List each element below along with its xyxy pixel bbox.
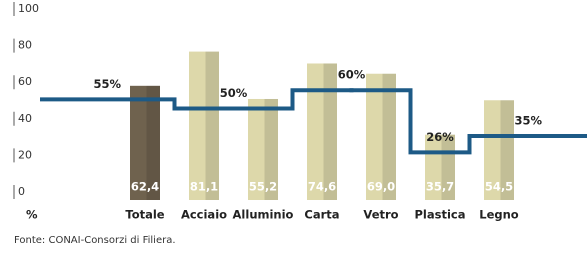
y-tick-label: 0: [18, 185, 25, 198]
bar: [307, 63, 337, 201]
value-label: 35,7: [426, 180, 454, 194]
value-label: 69,0: [367, 180, 395, 194]
bar: [425, 134, 455, 200]
y-tick-label: 100: [18, 2, 39, 15]
value-label: 81,1: [190, 180, 218, 194]
value-label: 55,2: [249, 180, 277, 194]
bar: [130, 85, 160, 200]
step-label: 60%: [338, 68, 366, 82]
x-tick-label: Carta: [304, 208, 339, 222]
bar: [189, 51, 219, 200]
bar: [484, 100, 514, 200]
bar: [366, 73, 396, 200]
x-tick-label: Vetro: [363, 208, 398, 222]
value-label: 54,5: [485, 180, 513, 194]
bar: [248, 98, 278, 200]
step-label: 35%: [514, 113, 542, 127]
value-label: 62,4: [131, 180, 159, 194]
step-label: 55%: [93, 77, 121, 91]
y-tick-label: 40: [18, 112, 32, 125]
value-label: 74,6: [308, 180, 336, 194]
step-label: 26%: [426, 130, 454, 144]
x-tick-label: Alluminio: [233, 208, 294, 222]
y-tick-label: 20: [18, 148, 32, 161]
y-tick-label: 60: [18, 75, 32, 88]
y-tick-label: 80: [18, 39, 32, 52]
x-tick-label: Legno: [479, 208, 519, 222]
x-tick-label: Plastica: [415, 208, 466, 222]
source: Fonte: CONAI-Consorzi di Filiera.: [14, 235, 176, 246]
y-axis-label: %: [26, 208, 38, 222]
step-label: 50%: [220, 86, 248, 100]
x-tick-label: Acciaio: [181, 208, 227, 222]
x-tick-label: Totale: [125, 208, 164, 222]
